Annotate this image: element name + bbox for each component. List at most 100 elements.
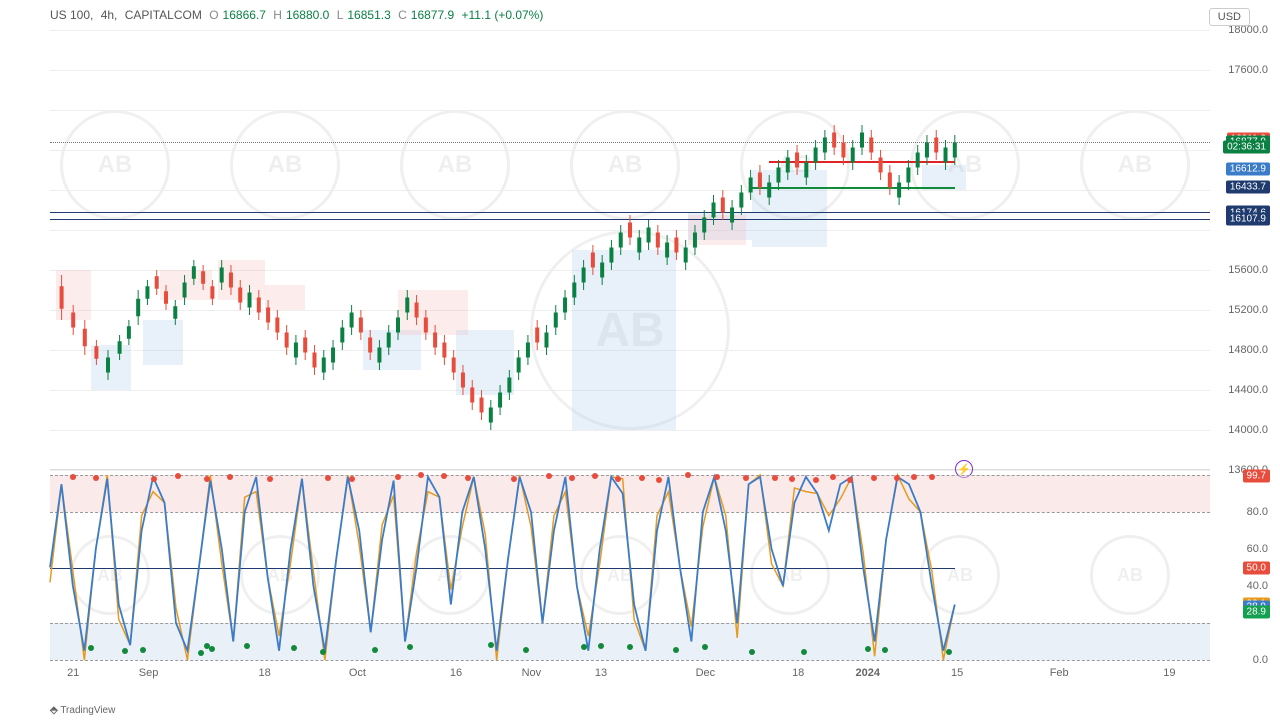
- x-tick-label: Dec: [696, 667, 716, 679]
- y-tick-label: 14000.0: [1228, 424, 1268, 436]
- signal-dot: [88, 645, 94, 651]
- x-tick-label: 18: [792, 667, 804, 679]
- x-tick-label: Sep: [139, 667, 159, 679]
- x-tick-label: 16: [450, 667, 462, 679]
- signal-dot: [911, 474, 917, 480]
- signal-dot: [882, 647, 888, 653]
- signal-dot: [871, 475, 877, 481]
- x-tick-label: 21: [67, 667, 79, 679]
- signal-dot: [175, 473, 181, 479]
- y-tick-label: 80.0: [1247, 506, 1268, 518]
- signal-dot: [349, 476, 355, 482]
- signal-dot: [702, 644, 708, 650]
- y-tick-label: 40.0: [1247, 580, 1268, 592]
- signal-dot: [627, 644, 633, 650]
- x-tick-label: 19: [1163, 667, 1175, 679]
- signal-dot: [569, 475, 575, 481]
- x-tick-label: 18: [258, 667, 270, 679]
- signal-dot: [441, 473, 447, 479]
- h-value: 16880.0: [286, 8, 329, 22]
- indicator-tag: 99.7: [1243, 469, 1270, 482]
- y-tick-label: 15200.0: [1228, 304, 1268, 316]
- signal-dot: [291, 645, 297, 651]
- signal-dot: [894, 475, 900, 481]
- x-tick-label: Feb: [1050, 667, 1069, 679]
- signal-dot: [204, 476, 210, 482]
- signal-dot: [639, 475, 645, 481]
- broker: CAPITALCOM: [125, 8, 202, 22]
- timeframe: 4h,: [101, 8, 118, 22]
- h-label: H: [273, 8, 282, 22]
- indicator-y-axis[interactable]: 0.040.060.080.099.750.030.128.928.9: [1210, 475, 1270, 660]
- signal-dot: [789, 476, 795, 482]
- signal-dot: [929, 474, 935, 480]
- signal-dot: [320, 649, 326, 655]
- price-tag: 16107.9: [1226, 213, 1270, 226]
- signal-dot: [830, 474, 836, 480]
- l-value: 16851.3: [347, 8, 390, 22]
- signal-dot: [656, 477, 662, 483]
- c-label: C: [398, 8, 407, 22]
- signal-dot: [772, 475, 778, 481]
- y-tick-label: 14800.0: [1228, 344, 1268, 356]
- signal-dot: [70, 474, 76, 480]
- x-tick-label: Nov: [522, 667, 542, 679]
- signal-dot: [244, 643, 250, 649]
- signal-dot: [685, 472, 691, 478]
- y-tick-label: 15600.0: [1228, 264, 1268, 276]
- l-label: L: [337, 8, 344, 22]
- signal-dot: [865, 646, 871, 652]
- signal-dot: [93, 475, 99, 481]
- signal-dot: [673, 647, 679, 653]
- signal-dot: [523, 647, 529, 653]
- signal-dot: [395, 474, 401, 480]
- y-tick-label: 0.0: [1253, 654, 1268, 666]
- signal-dot: [511, 476, 517, 482]
- o-value: 16866.7: [223, 8, 266, 22]
- signal-dot: [372, 647, 378, 653]
- y-tick-label: 60.0: [1247, 543, 1268, 555]
- ohlc-header: US 100, 4h, CAPITALCOM O 16866.7 H 16880.0…: [50, 8, 547, 22]
- price-y-axis[interactable]: 18000.017600.015600.015200.014800.014400…: [1210, 30, 1270, 470]
- currency-badge[interactable]: USD: [1209, 8, 1250, 26]
- signal-dot: [465, 475, 471, 481]
- signal-dot: [407, 644, 413, 650]
- symbol: US 100,: [50, 8, 93, 22]
- signal-dot: [801, 649, 807, 655]
- signal-dot: [847, 477, 853, 483]
- signal-dot: [488, 642, 494, 648]
- y-tick-label: 17600.0: [1228, 64, 1268, 76]
- signal-dot: [592, 473, 598, 479]
- signal-dot: [151, 476, 157, 482]
- signal-dot: [122, 648, 128, 654]
- signal-dot: [714, 474, 720, 480]
- chart-root: US 100, 4h, CAPITALCOM O 16866.7 H 16880.0…: [0, 0, 1280, 720]
- x-tick-label: 13: [595, 667, 607, 679]
- time-axis[interactable]: 21 Sep 18 Oct 16 Nov 13 Dec 18 2024 15 Feb 19: [50, 665, 1210, 690]
- signal-dot: [198, 650, 204, 656]
- signal-dot: [140, 647, 146, 653]
- y-tick-label: 14400.0: [1228, 384, 1268, 396]
- price-tag: 16612.9: [1226, 162, 1270, 175]
- price-tag: 02:36:31: [1223, 140, 1270, 153]
- price-chart[interactable]: ABABABABABABABAB⚡: [50, 30, 1210, 470]
- c-value: 16877.9: [411, 8, 454, 22]
- signal-dot: [209, 646, 215, 652]
- indicator-tag: 28.9: [1243, 605, 1270, 618]
- signal-dot: [418, 472, 424, 478]
- signal-dot: [581, 644, 587, 650]
- x-tick-label: Oct: [349, 667, 366, 679]
- signal-dot: [267, 476, 273, 482]
- footer-brand: ⬘ TradingView: [50, 705, 115, 716]
- signal-dot: [813, 477, 819, 483]
- o-label: O: [209, 8, 218, 22]
- signal-dot: [743, 475, 749, 481]
- indicator-tag: 50.0: [1243, 561, 1270, 574]
- signal-dot: [598, 643, 604, 649]
- signal-dot: [946, 649, 952, 655]
- x-tick-label: 2024: [856, 667, 880, 679]
- x-tick-label: 15: [951, 667, 963, 679]
- indicator-chart[interactable]: ABABABABABABAB: [50, 475, 1210, 660]
- change-value: +11.1 (+0.07%): [462, 8, 544, 22]
- signal-dot: [325, 475, 331, 481]
